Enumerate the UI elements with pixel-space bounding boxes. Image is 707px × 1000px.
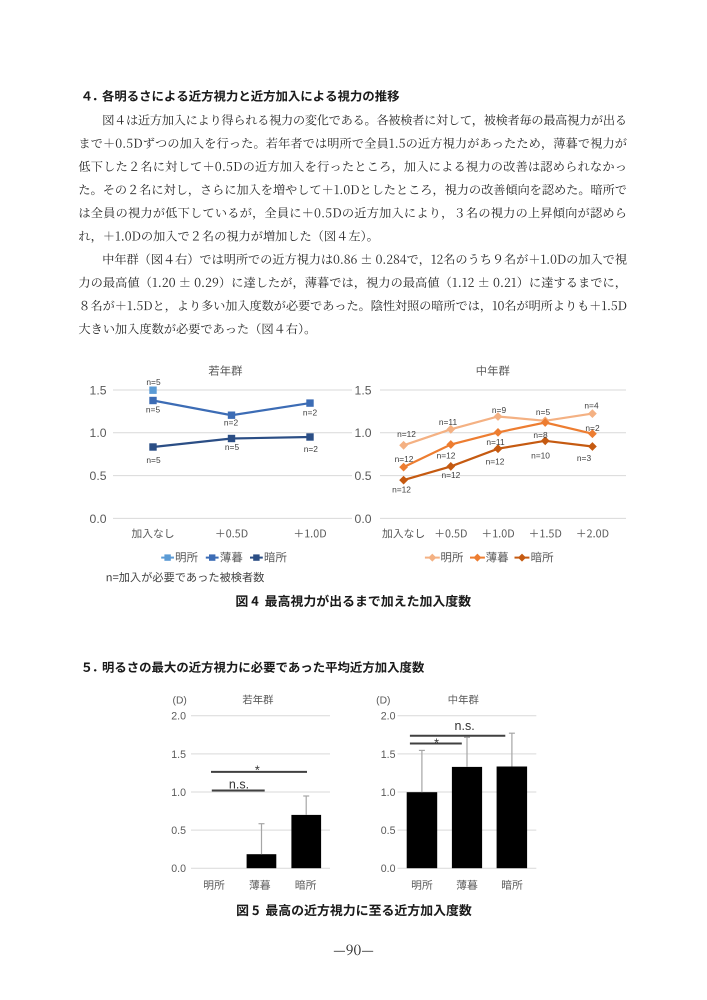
svg-text:n=2: n=2 [585,423,600,433]
svg-text:n=5: n=5 [536,407,551,417]
svg-text:0.5: 0.5 [381,825,396,837]
svg-text:n=2: n=2 [224,418,239,428]
svg-text:0.0: 0.0 [90,512,107,526]
svg-text:0.0: 0.0 [381,863,396,875]
svg-text:n=12: n=12 [437,451,456,461]
svg-text:*: * [255,764,260,778]
svg-text:n=2: n=2 [304,444,319,454]
svg-text:*: * [434,737,439,751]
svg-text:n.s.: n.s. [229,777,249,791]
svg-text:n=10: n=10 [531,451,550,461]
svg-text:1.0: 1.0 [355,426,372,440]
svg-text:n=5: n=5 [146,455,161,465]
svg-text:1.5: 1.5 [355,383,372,397]
svg-text:1.0: 1.0 [90,426,107,440]
svg-text:n=12: n=12 [486,456,505,466]
svg-text:1.0: 1.0 [171,787,186,799]
svg-text:n=11: n=11 [486,437,505,447]
svg-text:n=9: n=9 [492,405,507,415]
svg-text:n=12: n=12 [395,454,414,464]
svg-text:0.5: 0.5 [90,469,107,483]
svg-text:0.5: 0.5 [355,469,372,483]
svg-text:1.5: 1.5 [171,749,186,761]
svg-text:n.s.: n.s. [455,719,475,733]
svg-text:(D): (D) [173,696,187,707]
svg-text:n=12: n=12 [441,470,460,480]
svg-text:2.0: 2.0 [381,711,396,723]
svg-text:0.5: 0.5 [171,825,186,837]
svg-text:n=4: n=4 [584,400,599,410]
svg-text:n=5: n=5 [146,377,161,387]
svg-text:n=12: n=12 [392,485,411,495]
svg-text:0.0: 0.0 [171,863,186,875]
svg-text:1.5: 1.5 [381,749,396,761]
svg-text:2.0: 2.0 [171,711,186,723]
svg-text:n=8: n=8 [533,430,548,440]
svg-text:1.0: 1.0 [381,787,396,799]
svg-text:1.5: 1.5 [90,383,107,397]
svg-text:n=2: n=2 [303,408,318,418]
svg-text:n=3: n=3 [577,453,592,463]
svg-text:n=5: n=5 [225,442,240,452]
svg-text:n=5: n=5 [146,405,161,415]
svg-text:n=12: n=12 [397,429,416,439]
svg-text:n=11: n=11 [439,417,458,427]
svg-text:(D): (D) [376,696,390,707]
svg-text:0.0: 0.0 [355,512,372,526]
